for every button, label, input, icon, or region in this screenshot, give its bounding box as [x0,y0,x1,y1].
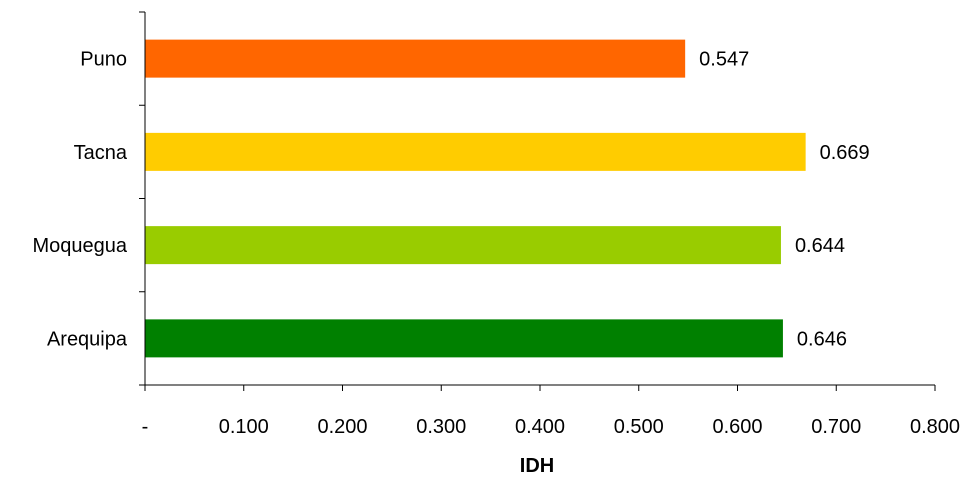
x-tick-label: 0.600 [712,416,762,438]
bar-tacna [145,132,806,171]
labels-group: - 0.100 0.200 0.300 0.400 0.500 0.600 0.700 0.80… [32,49,960,438]
category-label: Puno [80,49,127,71]
bar-arequipa [145,319,783,358]
x-tick-label: 0.700 [811,416,861,438]
category-label: Tacna [74,142,128,164]
x-tick-label: 0.400 [515,416,565,438]
data-label: 0.646 [797,328,847,350]
data-label: 0.669 [820,142,870,164]
data-label: 0.644 [795,235,845,257]
x-tick-label: 0.200 [317,416,367,438]
x-axis-title: IDH [520,455,554,477]
category-label: Arequipa [47,328,128,350]
x-tick-label: 0.800 [910,416,960,438]
x-tick-label: 0.300 [416,416,466,438]
category-label: Moquegua [32,235,127,257]
bar-moquegua [145,226,781,265]
bar-puno [145,39,686,78]
x-tick-label: - [142,416,149,438]
ticks-group [139,11,936,391]
x-tick-label: 0.500 [614,416,664,438]
data-label: 0.547 [699,49,749,71]
bars-group [145,39,806,358]
x-tick-label: 0.100 [219,416,269,438]
